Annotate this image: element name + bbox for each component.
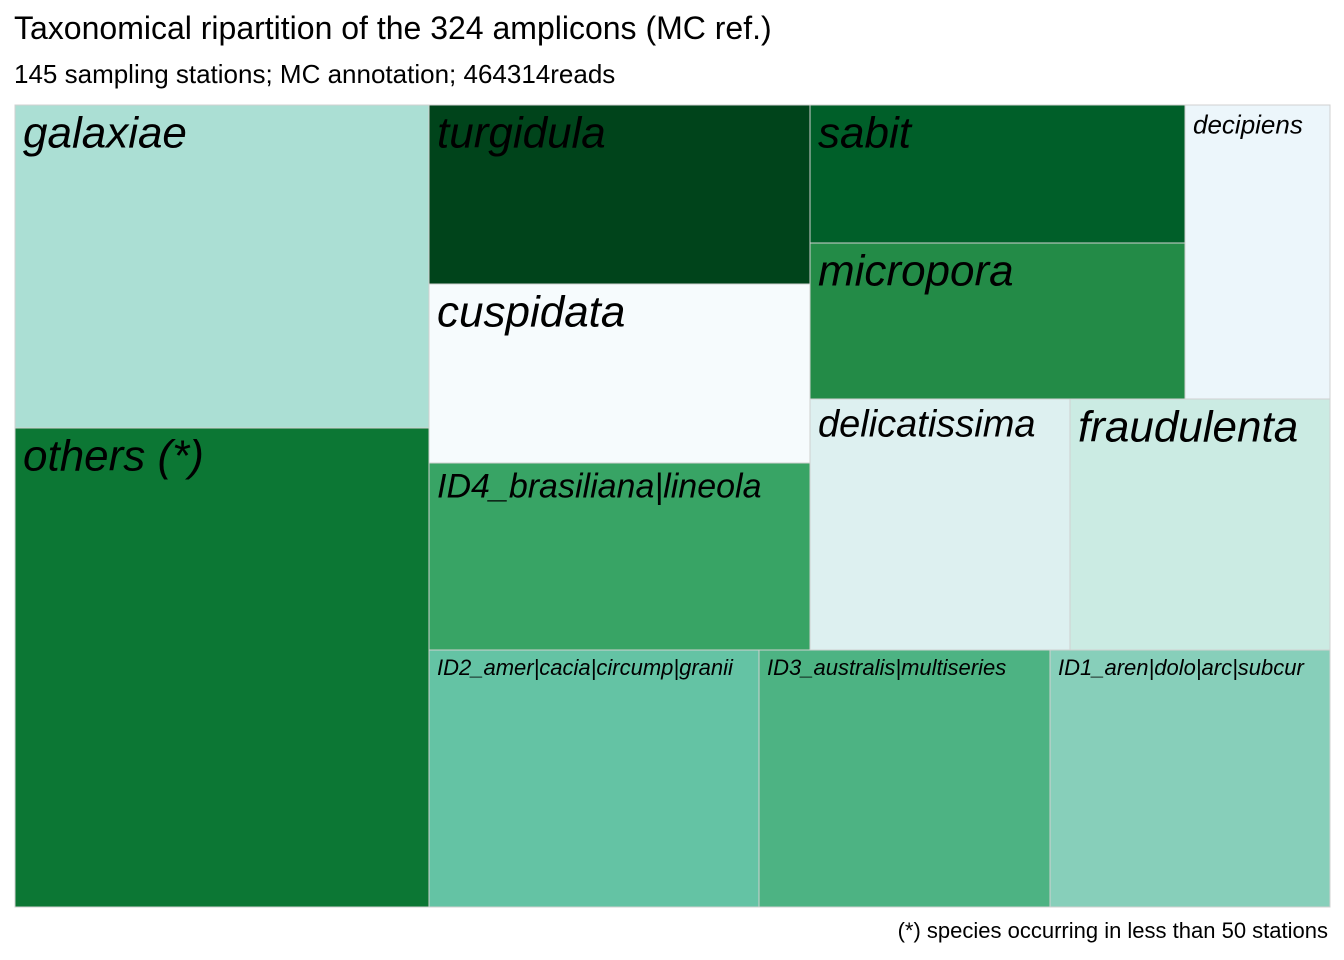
tile-label-id4-brasiliana-lineola: ID4_brasiliana|lineola — [437, 468, 761, 506]
chart-footnote: (*) species occurring in less than 50 st… — [897, 918, 1328, 943]
tile-label-sabit: sabit — [818, 108, 913, 157]
chart-title: Taxonomical ripartition of the 324 ampli… — [14, 10, 772, 46]
tile-label-cuspidata: cuspidata — [437, 287, 625, 336]
tile-sabit — [809, 104, 1186, 244]
tile-label-id3-australis-multiseries: ID3_australis|multiseries — [767, 655, 1006, 680]
tile-cuspidata — [428, 283, 811, 464]
tile-micropora — [809, 242, 1186, 400]
tile-galaxiae — [14, 104, 430, 429]
tile-label-delicatissima: delicatissima — [818, 404, 1036, 446]
tile-id4-brasiliana-lineola — [428, 462, 811, 651]
tile-label-id2-amer-cacia-circump-granii: ID2_amer|cacia|circump|granii — [437, 655, 734, 680]
tile-label-galaxiae: galaxiae — [23, 108, 187, 157]
tile-label-micropora: micropora — [818, 246, 1014, 295]
tile-label-others: others (*) — [23, 431, 204, 480]
tile-decipiens — [1184, 104, 1331, 400]
tile-others — [14, 427, 430, 908]
tile-delicatissima — [809, 398, 1071, 651]
tile-id2-amer-cacia-circump-granii — [428, 649, 760, 908]
chart-subtitle: 145 sampling stations; MC annotation; 46… — [14, 59, 616, 89]
tile-label-fraudulenta: fraudulenta — [1078, 402, 1298, 451]
tile-label-turgidula: turgidula — [437, 108, 606, 157]
tile-label-id1-aren-dolo-arc-subcur: ID1_aren|dolo|arc|subcur — [1058, 655, 1306, 680]
tile-label-decipiens: decipiens — [1193, 109, 1303, 139]
tile-id3-australis-multiseries — [758, 649, 1051, 908]
tile-fraudulenta — [1069, 398, 1331, 651]
tile-id1-aren-dolo-arc-subcur — [1049, 649, 1331, 908]
